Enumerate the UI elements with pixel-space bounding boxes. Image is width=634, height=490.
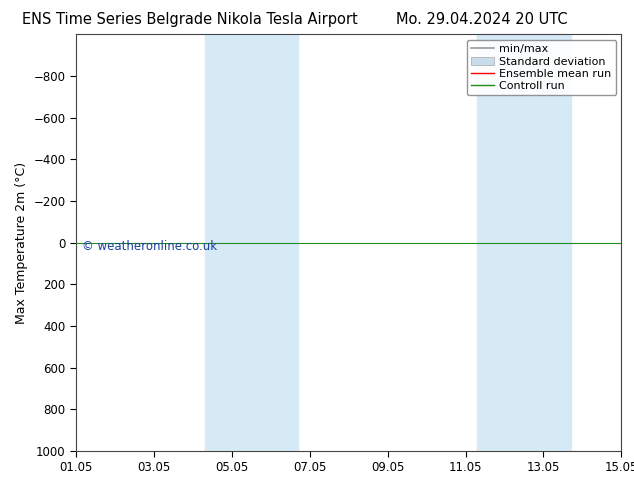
Y-axis label: Max Temperature 2m (°C): Max Temperature 2m (°C) [15, 162, 28, 323]
Bar [477, 34, 571, 451]
Text: ENS Time Series Belgrade Nikola Tesla Airport: ENS Time Series Belgrade Nikola Tesla Ai… [22, 12, 358, 27]
Text: Mo. 29.04.2024 20 UTC: Mo. 29.04.2024 20 UTC [396, 12, 567, 27]
Legend: min/max, Standard deviation, Ensemble mean run, Controll run: min/max, Standard deviation, Ensemble me… [467, 40, 616, 96]
Text: © weatheronline.co.uk: © weatheronline.co.uk [82, 241, 217, 253]
Bar [205, 34, 298, 451]
